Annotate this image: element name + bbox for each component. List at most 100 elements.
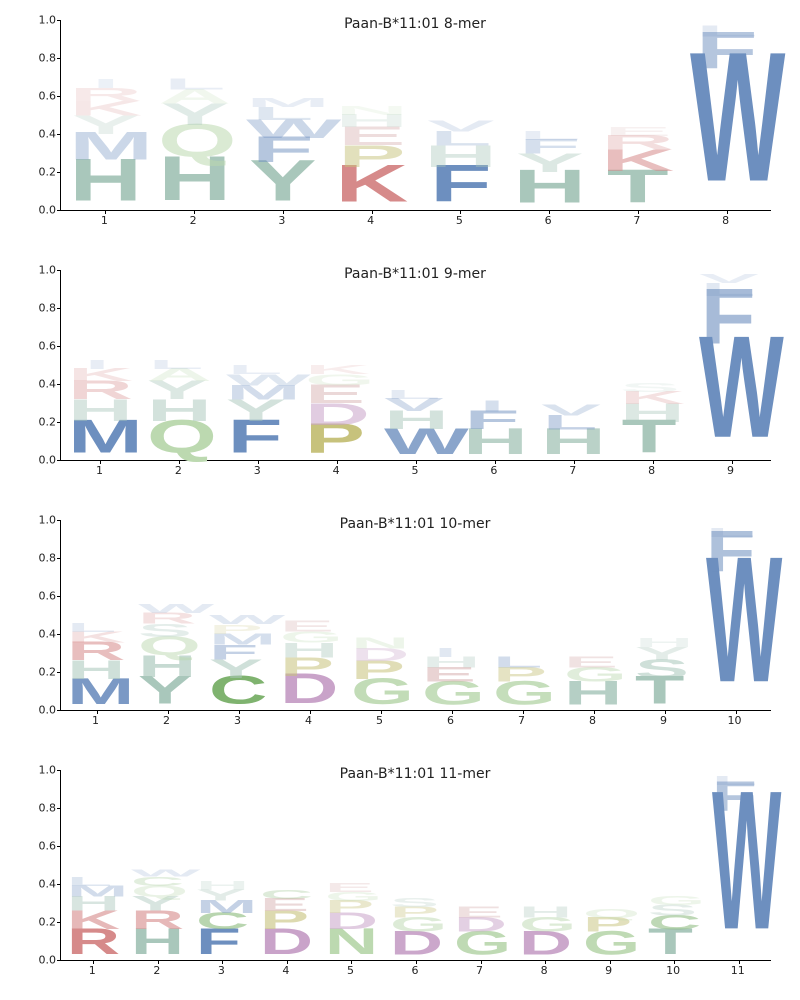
xtick-label: 8 [722, 210, 729, 227]
xtick-label: 10 [666, 960, 680, 977]
logo-letter: H [519, 904, 558, 920]
logo-letter: I [463, 399, 521, 415]
xtick-label: 5 [376, 710, 383, 727]
logo-letter: K [305, 363, 363, 376]
logo-letter: S [620, 380, 678, 393]
ytick-label: 0.2 [39, 416, 61, 429]
ytick-label: 0.0 [39, 704, 61, 717]
position-column: HRYQCW [131, 770, 184, 960]
plot-area: MHRKIQHYALFYMWLPDEGKWHVLHFIHLVTHKSWFLV [60, 270, 771, 461]
position-column: DGH [519, 770, 572, 960]
logo-letter: L [147, 358, 205, 371]
position-column: FYMWL [226, 270, 291, 460]
logo-letter: L [226, 363, 284, 376]
xtick-label: 9 [727, 460, 734, 477]
ytick-label: 0.4 [39, 128, 61, 141]
xtick-label: 9 [605, 960, 612, 977]
logo-letter: W [131, 868, 170, 879]
logo-letter: E [454, 904, 493, 920]
ytick-label: 0.6 [39, 590, 61, 603]
logo-letter: E [564, 654, 611, 670]
xtick-label: 5 [412, 460, 419, 477]
ytick-label: 0.6 [39, 90, 61, 103]
panel-title: Paan-B*11:01 11-mer [340, 766, 491, 782]
ytick-label: 1.0 [39, 14, 61, 27]
logo-letter: H [635, 636, 682, 649]
position-column: FCMYH [196, 770, 249, 960]
ytick-label: 0.6 [39, 840, 61, 853]
position-column: NDPGE [325, 770, 378, 960]
ytick-label: 0.8 [39, 802, 61, 815]
position-column: GEHI [422, 520, 480, 710]
xtick-label: 7 [569, 460, 576, 477]
panel-title: Paan-B*11:01 9-mer [344, 266, 486, 282]
position-column: HFI [463, 270, 528, 460]
xtick-label: 11 [731, 960, 745, 977]
position-column: WHVL [384, 270, 449, 460]
position-column: CYFMPW [209, 520, 267, 710]
position-column: GDE [454, 770, 507, 960]
xtick-label: 1 [96, 460, 103, 477]
logo-letter: I [69, 77, 143, 90]
plot-area: MHRKLYHQSRWCYFMPWDPHGEGPDNGEHIGPLHGETSYH… [60, 520, 771, 711]
xtick-label: 8 [541, 960, 548, 977]
xtick-label: 4 [305, 710, 312, 727]
position-column: WFL [690, 20, 763, 210]
xtick-label: 6 [447, 710, 454, 727]
logo-panel-3: MHRKLYHQSRWCYFMPWDPHGEGPDNGEHIGPLHGETSYH… [60, 520, 770, 710]
logo-letter: E [325, 880, 364, 893]
panel-title: Paan-B*11:01 8-mer [344, 16, 486, 32]
position-column: GPL [493, 520, 551, 710]
logo-letter: L [712, 774, 751, 787]
xtick-label: 1 [101, 210, 108, 227]
xtick-label: 3 [218, 960, 225, 977]
position-column: GPDN [351, 520, 409, 710]
position-column: TCSG [648, 770, 701, 960]
xtick-label: 2 [175, 460, 182, 477]
ytick-label: 0.4 [39, 628, 61, 641]
position-column: DPEC [260, 770, 313, 960]
logo-panel-2: MHRKIQHYALFYMWLPDEGKWHVLHFIHLVTHKSWFLVPa… [60, 270, 770, 460]
xtick-label: 4 [367, 210, 374, 227]
ytick-label: 0.8 [39, 302, 61, 315]
logo-letter: M [246, 96, 320, 109]
position-column: THKS [620, 270, 685, 460]
xtick-label: 6 [490, 460, 497, 477]
xtick-label: 3 [278, 210, 285, 227]
xtick-label: 5 [456, 210, 463, 227]
logo-letter: C [260, 888, 299, 901]
xtick-label: 7 [518, 710, 525, 727]
logo-letter: E [601, 125, 675, 138]
position-column: HMYKRI [69, 20, 142, 210]
xtick-label: 4 [333, 460, 340, 477]
xtick-label: 1 [92, 710, 99, 727]
xtick-label: 1 [89, 960, 96, 977]
logo-letter: N [351, 635, 398, 651]
logo-letter: L [513, 128, 587, 141]
position-column: MHRKI [68, 270, 133, 460]
logo-letter: W [209, 613, 256, 626]
position-column: YFWLM [246, 20, 319, 210]
logo-letter: L [67, 621, 114, 634]
position-column: HQYAL [158, 20, 231, 210]
ytick-label: 0.0 [39, 204, 61, 217]
xtick-label: 2 [190, 210, 197, 227]
ytick-label: 0.4 [39, 378, 61, 391]
logo-letter: W [138, 602, 185, 615]
position-column: GPQ [583, 770, 636, 960]
xtick-label: 6 [412, 960, 419, 977]
xtick-label: 10 [728, 710, 742, 727]
position-column: WFL [712, 770, 765, 960]
logo-letter: I [68, 358, 126, 371]
position-column: WFLV [699, 270, 764, 460]
position-column: RKHML [67, 770, 120, 960]
ytick-label: 0.2 [39, 666, 61, 679]
position-column: HLV [541, 270, 606, 460]
xtick-label: 3 [254, 460, 261, 477]
xtick-label: 8 [648, 460, 655, 477]
logo-letter: V [541, 402, 599, 418]
xtick-label: 3 [234, 710, 241, 727]
position-column: DGPS [390, 770, 443, 960]
xtick-label: 9 [660, 710, 667, 727]
logo-letter: L [384, 388, 442, 401]
